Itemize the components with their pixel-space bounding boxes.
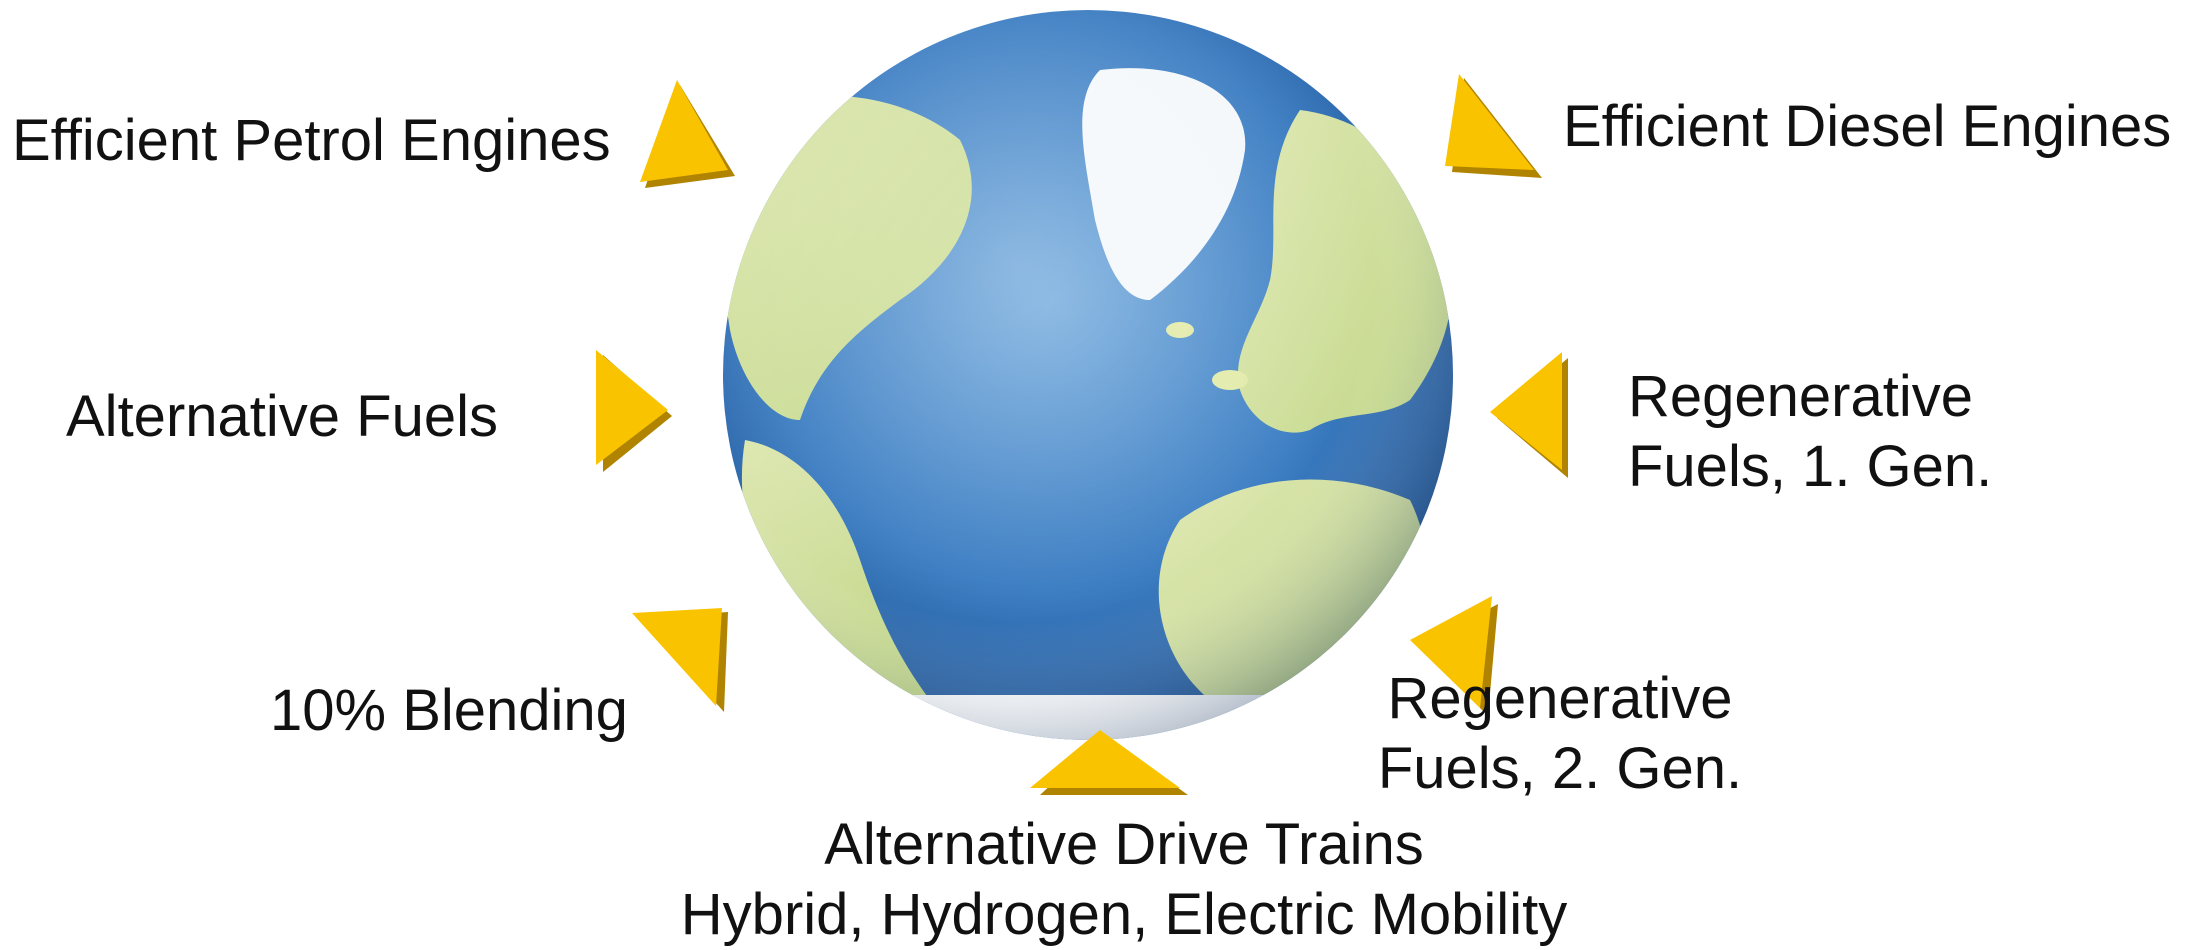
label-efficient-diesel-engines: Efficient Diesel Engines bbox=[1563, 94, 2172, 159]
label-efficient-petrol-engines: Efficient Petrol Engines bbox=[12, 108, 611, 173]
pointer-efficient-petrol bbox=[640, 80, 735, 188]
pointer-regenerative-1 bbox=[1490, 352, 1568, 478]
pointer-alternative-fuels bbox=[596, 350, 672, 472]
label-regenerative-fuels-1-gen: Regenerative Fuels, 1. Gen. bbox=[1628, 364, 1993, 499]
label-regenerative-fuels-2-gen: Regenerative Fuels, 2. Gen. bbox=[1377, 666, 1743, 801]
earth-globe-icon bbox=[723, 10, 1453, 740]
pointer-efficient-diesel bbox=[1445, 74, 1542, 178]
pointer-regenerative-2 bbox=[1410, 596, 1498, 716]
pointer-blending bbox=[632, 608, 728, 712]
label-10-percent-blending: 10% Blending bbox=[270, 678, 628, 743]
label-alternative-fuels: Alternative Fuels bbox=[66, 384, 498, 449]
label-alternative-drive-trains: Alternative Drive Trains Hybrid, Hydroge… bbox=[680, 812, 1568, 947]
pointer-alternative-drive-trains bbox=[1030, 730, 1188, 795]
